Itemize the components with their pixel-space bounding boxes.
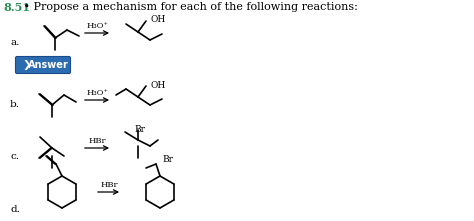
FancyBboxPatch shape <box>16 57 71 74</box>
Text: • Propose a mechanism for each of the following reactions:: • Propose a mechanism for each of the fo… <box>20 2 358 12</box>
Text: Br: Br <box>162 156 173 164</box>
Text: Answer: Answer <box>27 60 68 70</box>
Text: HBr: HBr <box>100 181 118 189</box>
Text: c.: c. <box>10 152 19 161</box>
Text: ❯: ❯ <box>22 60 31 70</box>
Text: OH: OH <box>151 15 166 25</box>
Text: d.: d. <box>10 205 20 214</box>
Text: 8.51: 8.51 <box>3 2 30 13</box>
Text: H₃O⁺: H₃O⁺ <box>86 22 108 30</box>
Text: HBr: HBr <box>88 137 106 145</box>
Text: OH: OH <box>151 82 166 91</box>
Text: H₃O⁺: H₃O⁺ <box>86 89 108 97</box>
Text: Br: Br <box>135 124 146 133</box>
Text: a.: a. <box>10 38 19 47</box>
Text: b.: b. <box>10 100 20 109</box>
